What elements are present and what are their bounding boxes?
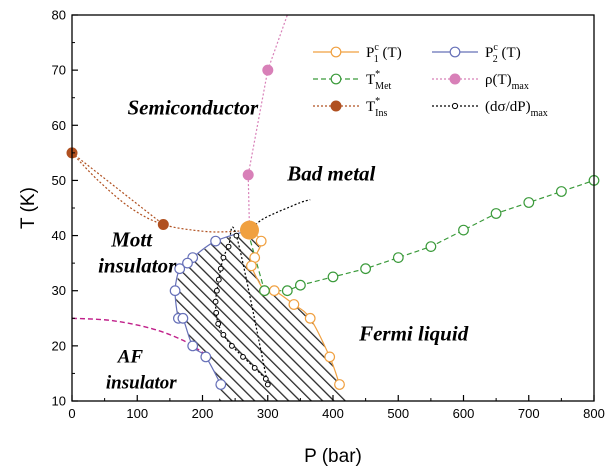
series-1-point xyxy=(169,285,181,297)
series-5-point xyxy=(233,232,240,239)
series-2-point xyxy=(360,263,372,275)
x-tick-label: 100 xyxy=(126,406,148,421)
region-label: Fermi liquid xyxy=(358,321,469,345)
x-tick-label: 200 xyxy=(192,406,214,421)
plot-frame xyxy=(71,14,595,402)
legend-marker xyxy=(449,46,461,58)
series-2-point xyxy=(490,208,502,219)
series-2-point xyxy=(425,241,437,253)
series-5-point xyxy=(262,376,269,382)
legend-label: Pc 2 (T) xyxy=(485,42,521,65)
series-0-point xyxy=(334,379,345,390)
coexistence-region xyxy=(175,230,347,401)
legend-label: T* Met xyxy=(366,69,392,92)
series-5-point xyxy=(217,265,224,272)
series-5-point xyxy=(215,320,222,327)
region-label: insulator xyxy=(106,372,177,393)
series-2-point xyxy=(281,285,293,297)
y-axis-title: T (K) xyxy=(18,187,39,229)
series-5-point xyxy=(220,331,227,338)
y-tick-label: 70 xyxy=(52,63,66,78)
legend-label: T* Ins xyxy=(366,96,388,119)
legend: Pc 1 (T) Pc 2 (T) T* Met ρ(T)max T* Ins (dσ/dP)ma… xyxy=(313,42,548,119)
legend-marker xyxy=(449,73,461,85)
rho-max-upper-curve xyxy=(267,14,288,71)
dsdp-max-upper-curve xyxy=(249,199,311,231)
legend-entry: Pc 1 (T) xyxy=(313,42,402,65)
y-tick-label: 80 xyxy=(52,8,66,23)
y-tick-label: 60 xyxy=(52,118,66,133)
legend-entry: Pc 2 (T) xyxy=(432,42,521,65)
series-2-point xyxy=(392,252,404,264)
legend-entry: ρ(T)max xyxy=(432,72,529,92)
series-3-point xyxy=(262,64,274,76)
series-0-point xyxy=(268,285,280,297)
series-0-point xyxy=(288,299,300,310)
series-1-point xyxy=(177,312,189,324)
y-tick-label: 40 xyxy=(52,228,66,243)
series-1-point xyxy=(210,235,222,247)
series-1-point xyxy=(174,263,186,275)
series-1-point xyxy=(182,257,193,269)
series-0-point xyxy=(245,260,257,272)
y-tick-label: 30 xyxy=(52,283,66,298)
x-tick-label: 700 xyxy=(518,406,540,421)
series-4-point xyxy=(157,219,169,230)
x-tick-label: 0 xyxy=(68,406,75,421)
series-5-point xyxy=(251,365,258,371)
series-0-point xyxy=(304,312,316,324)
series-5-point xyxy=(220,254,227,261)
series-2-point xyxy=(295,279,306,291)
series-5-point xyxy=(213,309,220,316)
series-5-point xyxy=(229,343,235,349)
legend-marker xyxy=(330,73,342,85)
series-5-point xyxy=(240,354,246,360)
x-tick-label: 500 xyxy=(387,406,409,421)
legend-marker xyxy=(330,100,342,112)
series-5-point xyxy=(215,276,222,283)
legend-entry: (dσ/dP)max xyxy=(432,99,548,119)
region-label: AF xyxy=(117,346,144,367)
series-5-point xyxy=(225,243,232,250)
legend-marker xyxy=(330,46,342,58)
series-3-point xyxy=(242,169,254,181)
series-4-line xyxy=(71,152,164,225)
series-2-point xyxy=(458,224,469,236)
y-tick-label: 10 xyxy=(52,394,66,409)
series-1-point xyxy=(200,351,212,363)
region-label: insulator xyxy=(98,254,177,278)
series-3-line xyxy=(247,69,269,231)
region-label: Mott xyxy=(110,228,153,252)
series-5-point xyxy=(212,298,219,305)
series-2-line xyxy=(247,179,595,292)
legend-entry: T* Ins xyxy=(313,96,388,119)
series-5-point xyxy=(214,287,220,294)
legend-marker xyxy=(451,102,459,110)
x-tick-label: 400 xyxy=(322,406,344,421)
series-2-point xyxy=(556,186,567,197)
series-1-point xyxy=(187,340,199,352)
y-tick-label: 20 xyxy=(52,338,66,353)
series-2-point xyxy=(327,271,339,283)
y-tick-label: 50 xyxy=(52,173,66,188)
x-axis-title: P (bar) xyxy=(304,446,362,467)
series-0-point xyxy=(324,351,336,363)
series-2-point xyxy=(523,197,535,208)
legend-label: Pc 1 (T) xyxy=(366,42,402,65)
x-tick-label: 800 xyxy=(583,406,605,421)
critical-point xyxy=(240,220,259,240)
x-tick-label: 300 xyxy=(257,406,279,421)
legend-entry: T* Met xyxy=(313,69,392,92)
series-5-point xyxy=(264,381,271,388)
series-1-point xyxy=(215,379,227,390)
legend-label: (dσ/dP)max xyxy=(485,99,548,119)
region-label: Semiconductor xyxy=(128,95,260,119)
x-tick-label: 600 xyxy=(453,406,475,421)
legend-label: ρ(T)max xyxy=(485,72,529,92)
series-0-point xyxy=(255,235,267,247)
region-label: Bad metal xyxy=(286,161,375,185)
series-2-point xyxy=(259,285,270,297)
